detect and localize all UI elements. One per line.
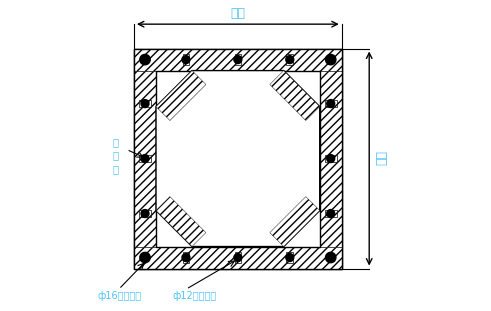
Circle shape bbox=[141, 210, 149, 217]
Circle shape bbox=[326, 54, 336, 65]
Bar bbox=[139, 100, 151, 107]
Circle shape bbox=[286, 253, 294, 262]
Polygon shape bbox=[156, 71, 320, 247]
Bar bbox=[325, 100, 336, 107]
Polygon shape bbox=[134, 71, 156, 247]
Text: ф12钢筋制作: ф12钢筋制作 bbox=[172, 291, 217, 301]
Polygon shape bbox=[134, 247, 342, 268]
Text: 柱宽: 柱宽 bbox=[230, 7, 246, 20]
Circle shape bbox=[140, 54, 150, 65]
Circle shape bbox=[182, 253, 190, 262]
Polygon shape bbox=[156, 71, 320, 247]
Text: 柱宽: 柱宽 bbox=[374, 151, 387, 166]
Bar bbox=[235, 54, 241, 65]
Circle shape bbox=[286, 56, 294, 63]
Text: ф16钢筋制作: ф16钢筋制作 bbox=[97, 291, 141, 301]
Bar bbox=[286, 54, 293, 65]
Bar bbox=[183, 54, 190, 65]
Circle shape bbox=[327, 100, 335, 108]
Circle shape bbox=[182, 56, 190, 63]
Circle shape bbox=[327, 155, 335, 163]
Circle shape bbox=[327, 210, 335, 217]
Text: 柱
钢
筋: 柱 钢 筋 bbox=[112, 137, 119, 174]
Bar bbox=[286, 252, 293, 263]
Bar bbox=[183, 252, 190, 263]
Bar bbox=[325, 210, 336, 217]
Polygon shape bbox=[270, 71, 320, 120]
Bar bbox=[139, 210, 151, 217]
Circle shape bbox=[141, 100, 149, 108]
Polygon shape bbox=[270, 197, 320, 247]
Bar bbox=[325, 155, 336, 162]
Circle shape bbox=[140, 252, 150, 263]
Bar bbox=[235, 252, 241, 263]
Polygon shape bbox=[134, 49, 342, 268]
Circle shape bbox=[141, 155, 149, 163]
Circle shape bbox=[234, 56, 242, 63]
Circle shape bbox=[326, 252, 336, 263]
Polygon shape bbox=[156, 71, 206, 120]
Polygon shape bbox=[320, 71, 342, 247]
Bar bbox=[139, 155, 151, 162]
Circle shape bbox=[234, 253, 242, 262]
Polygon shape bbox=[156, 197, 206, 247]
Polygon shape bbox=[134, 49, 342, 71]
